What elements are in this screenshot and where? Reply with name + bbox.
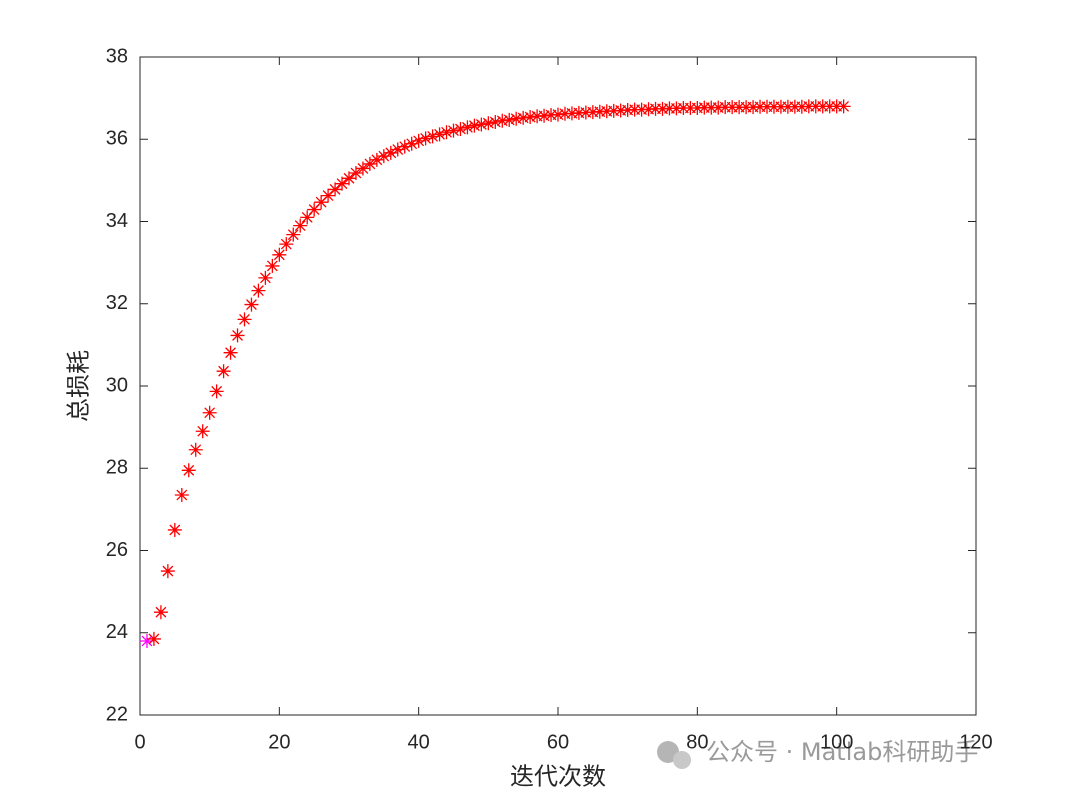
x-axis-label: 迭代次数 (510, 763, 606, 791)
x-tick-label: 20 (268, 731, 290, 753)
data-point (348, 165, 363, 180)
y-axis-label: 总损耗 (65, 350, 93, 422)
data-point (404, 136, 419, 151)
data-point (425, 129, 440, 144)
data-point (258, 270, 273, 285)
y-tick-label: 32 (106, 292, 128, 314)
data-point (481, 116, 496, 131)
y-tick-label: 30 (106, 374, 128, 396)
y-tick-label: 28 (106, 457, 128, 479)
data-point (383, 145, 398, 160)
data-point (216, 364, 231, 379)
data-point (314, 195, 329, 210)
data-point (516, 110, 531, 125)
data-point (181, 463, 196, 478)
y-tick-label: 22 (106, 703, 128, 725)
data-point (369, 152, 384, 167)
data-point (432, 127, 447, 142)
data-point (139, 633, 154, 648)
data-point (244, 297, 259, 312)
data-point (237, 312, 252, 327)
data-point (230, 328, 245, 343)
data-point (202, 405, 217, 420)
data-point (188, 442, 203, 457)
data-point (209, 384, 224, 399)
data-point (279, 237, 294, 252)
x-tick-label: 100 (820, 731, 853, 753)
data-point (460, 120, 475, 135)
data-point (321, 188, 336, 203)
x-tick-label: 60 (547, 731, 569, 753)
data-point (474, 117, 489, 132)
data-point (251, 283, 266, 298)
y-tick-label: 24 (106, 621, 128, 643)
data-point (453, 121, 468, 136)
data-point (265, 258, 280, 273)
data-point (146, 631, 161, 646)
data-point (502, 112, 517, 127)
watermark-icon (657, 741, 691, 769)
data-point (467, 118, 482, 133)
plot-area (139, 56, 977, 716)
data-point (174, 487, 189, 502)
data-point (160, 564, 175, 579)
data-point (411, 133, 426, 148)
data-point (537, 108, 552, 123)
data-point (439, 125, 454, 140)
data-point (509, 111, 524, 126)
data-point (300, 210, 315, 225)
y-tick-label: 26 (106, 539, 128, 561)
x-tick-label: 40 (408, 731, 430, 753)
data-point (495, 113, 510, 128)
data-point (167, 522, 182, 537)
data-point (836, 99, 851, 114)
data-point (551, 107, 565, 122)
x-tick-label: 0 (134, 731, 145, 753)
data-point (307, 202, 322, 217)
data-point (286, 227, 301, 242)
watermark: 公众号 · Matlab科研助手 (706, 738, 978, 766)
data-point (397, 139, 412, 154)
data-point (223, 345, 238, 360)
data-point (328, 182, 343, 197)
data-point (272, 247, 287, 262)
data-point (335, 176, 350, 191)
data-point (376, 149, 391, 164)
x-tick-label: 120 (959, 731, 992, 753)
data-point (418, 131, 433, 146)
y-tick-label: 36 (106, 128, 128, 150)
data-point (195, 424, 210, 439)
data-point (488, 114, 503, 129)
data-point (355, 161, 370, 176)
data-point (153, 605, 168, 620)
data-point (362, 156, 377, 171)
data-point (446, 123, 461, 138)
data-point (342, 171, 356, 186)
y-tick-label: 38 (106, 45, 128, 67)
data-point (390, 142, 405, 157)
data-point (293, 218, 308, 233)
x-tick-label: 80 (686, 731, 708, 753)
data-point (523, 110, 538, 125)
y-tick-label: 34 (106, 210, 128, 232)
